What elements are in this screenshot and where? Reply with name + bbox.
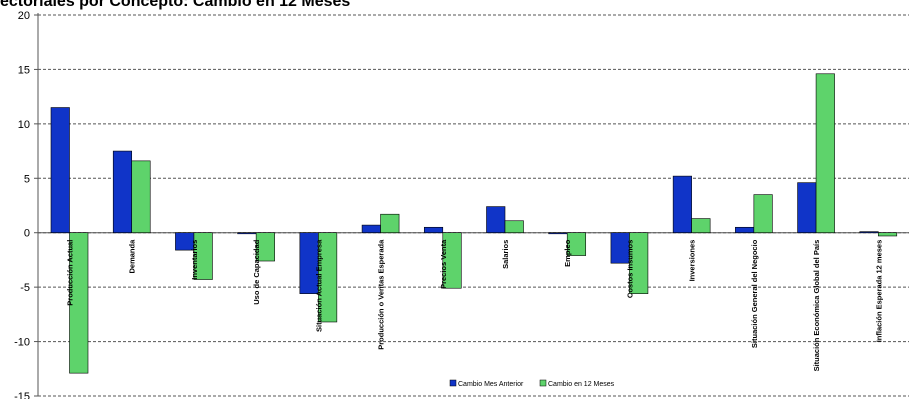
y-tick-label: -15 [14,391,30,399]
category-label: Salarios [501,240,510,269]
bar-mes-anterior [112,150,133,234]
bar-mes-anterior [735,226,755,234]
bar-12-meses [69,232,89,374]
bars [50,73,898,374]
legend-label: Cambio en 12 Meses [548,381,615,388]
bar-mes-anterior [548,232,568,235]
y-axis-ticks: -15 -10 -5 0 5 10 15 20 [14,10,38,399]
y-tick-label: 20 [18,10,30,22]
bar-mes-anterior [237,232,257,235]
category-label: Inflación Esperada 12 meses [874,240,883,343]
category-label: Costos Insumos [625,240,634,298]
category-label: Situación Actual Empresa [314,239,323,332]
y-tick-label: 5 [24,173,30,185]
y-tick-label: 10 [18,119,30,131]
bar-mes-anterior [859,231,879,234]
legend-swatch [449,379,457,387]
category-label: Inventarios [190,240,199,280]
y-tick-label: 0 [24,228,30,240]
category-label: Empleo [563,239,572,267]
y-tick-label: -10 [14,337,30,349]
bar-12-meses [255,232,275,262]
bar-12-meses [877,232,898,237]
legend-label: Cambio Mes Anterior [458,381,524,388]
chart-title: ectoriales por Concepto: Cambio en 12 Me… [0,0,351,10]
bar-mes-anterior [423,226,444,234]
bar-mes-anterior [50,107,70,234]
bar-mes-anterior [797,182,817,234]
bar-mes-anterior [361,224,381,234]
category-label: Inversiones [688,240,697,282]
bar-12-meses [442,232,462,289]
bar-mes-anterior [486,206,506,234]
category-label: Situación General del Negocio [750,239,759,348]
bar-12-meses [629,232,649,294]
category-label: Producción o Ventas Esperada [377,239,386,350]
gridlines [38,14,909,397]
y-tick-label: -5 [20,282,30,294]
bar-12-meses [691,218,711,234]
bar-12-meses [131,160,151,234]
bar-12-meses [566,232,587,256]
category-label: Precios Venta [439,239,448,289]
category-label: Demanda [128,239,137,274]
bar-12-meses [380,213,400,234]
bar-12-meses [753,194,773,234]
bar-12-meses [193,232,213,280]
category-labels: Producción Actual Demanda Inventarios Uso d… [66,239,884,372]
bar-mes-anterior [672,175,692,234]
bar-12-meses [504,220,524,234]
category-label: Producción Actual [66,240,75,306]
category-label: Uso de Capacidad [252,239,261,304]
y-tick-label: 15 [18,64,30,76]
category-label: Situación Económica Global del País [812,240,821,372]
legend-swatch [539,379,547,387]
legend: Cambio Mes Anterior Cambio en 12 Meses [449,379,615,388]
bar-12-meses [318,232,338,323]
bar-12-meses [815,73,835,234]
